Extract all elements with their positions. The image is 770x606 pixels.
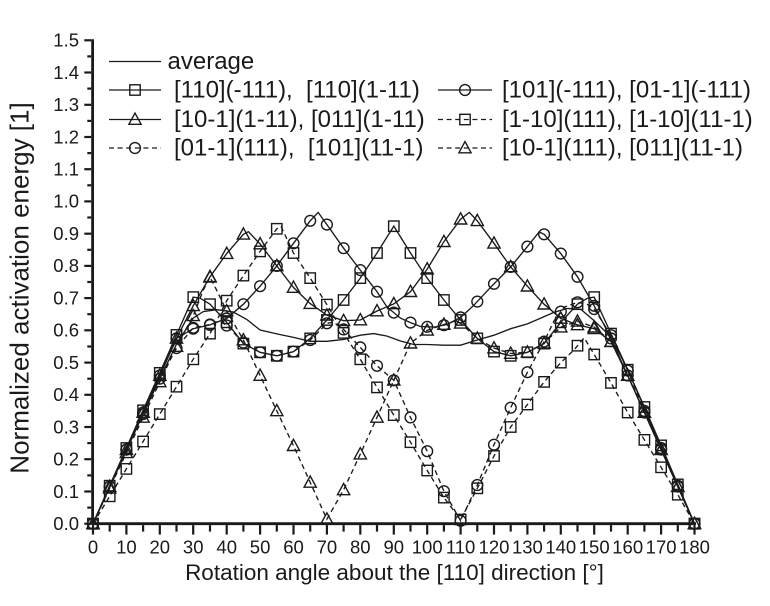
svg-text:[10-1](111), [011](11-1): [10-1](111), [011](11-1) bbox=[502, 135, 743, 162]
svg-text:1.2: 1.2 bbox=[53, 126, 79, 147]
svg-text:[101](-111), [01-1](-111): [101](-111), [01-1](-111) bbox=[502, 77, 751, 104]
svg-text:0: 0 bbox=[88, 537, 98, 558]
svg-text:160: 160 bbox=[612, 537, 643, 558]
svg-text:0.2: 0.2 bbox=[53, 449, 79, 470]
svg-text:[01-1](111), [101](11-1): [01-1](111), [101](11-1) bbox=[174, 135, 423, 162]
svg-text:90: 90 bbox=[384, 537, 405, 558]
svg-text:110: 110 bbox=[446, 537, 476, 558]
svg-text:0.5: 0.5 bbox=[53, 352, 79, 373]
svg-text:1.3: 1.3 bbox=[53, 94, 79, 115]
svg-text:140: 140 bbox=[545, 537, 576, 558]
svg-text:30: 30 bbox=[183, 537, 204, 558]
svg-text:180: 180 bbox=[679, 537, 710, 558]
svg-text:0.7: 0.7 bbox=[53, 287, 79, 308]
svg-text:[110](-111), [110](1-11): [110](-111), [110](1-11) bbox=[174, 77, 420, 104]
svg-text:50: 50 bbox=[250, 537, 271, 558]
svg-text:0.3: 0.3 bbox=[53, 416, 79, 437]
svg-text:1.0: 1.0 bbox=[53, 191, 79, 212]
svg-text:0.6: 0.6 bbox=[53, 320, 79, 341]
svg-text:130: 130 bbox=[512, 537, 543, 558]
svg-text:170: 170 bbox=[646, 537, 677, 558]
svg-text:Rotation angle about the [110]: Rotation angle about the [110] direction… bbox=[185, 560, 604, 585]
svg-text:1.4: 1.4 bbox=[53, 62, 79, 83]
svg-text:10: 10 bbox=[116, 537, 137, 558]
svg-text:20: 20 bbox=[150, 537, 171, 558]
svg-text:40: 40 bbox=[216, 537, 237, 558]
svg-text:1.1: 1.1 bbox=[53, 159, 79, 180]
svg-text:Normalized activation energy [: Normalized activation energy [1] bbox=[5, 102, 35, 473]
svg-text:60: 60 bbox=[283, 537, 304, 558]
svg-text:100: 100 bbox=[412, 537, 443, 558]
svg-text:0.8: 0.8 bbox=[53, 255, 79, 276]
svg-text:0.4: 0.4 bbox=[53, 384, 79, 405]
svg-text:80: 80 bbox=[350, 537, 371, 558]
svg-text:average: average bbox=[168, 48, 255, 75]
svg-text:0.0: 0.0 bbox=[53, 513, 79, 534]
svg-text:0.1: 0.1 bbox=[53, 481, 79, 502]
svg-text:120: 120 bbox=[479, 537, 510, 558]
svg-text:0.9: 0.9 bbox=[53, 223, 79, 244]
svg-text:1.5: 1.5 bbox=[53, 30, 79, 51]
svg-text:70: 70 bbox=[317, 537, 338, 558]
svg-text:150: 150 bbox=[579, 537, 610, 558]
svg-text:[10-1](1-11), [011](1-11): [10-1](1-11), [011](1-11) bbox=[174, 106, 425, 133]
svg-text:[1-10](111), [1-10](11-1): [1-10](111), [1-10](11-1) bbox=[502, 106, 753, 133]
